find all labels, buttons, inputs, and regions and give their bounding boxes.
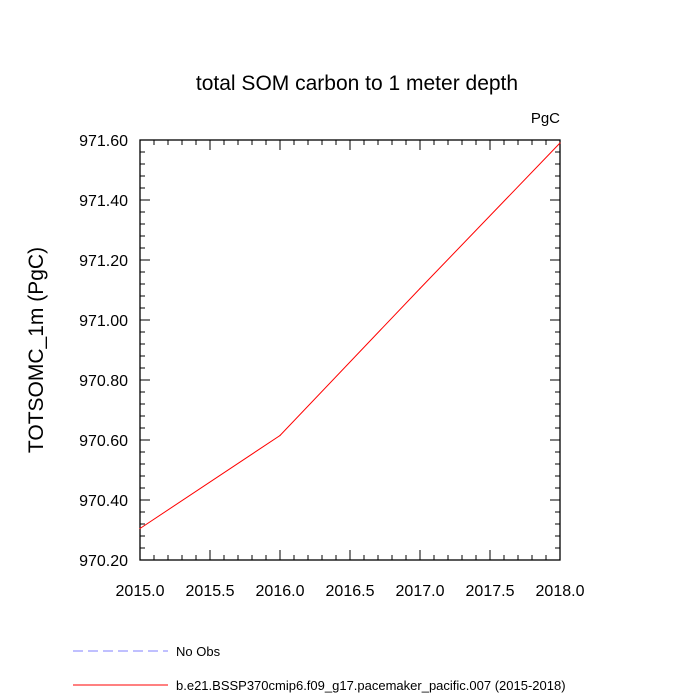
data-point	[139, 527, 141, 530]
x-tick-label: 2015.5	[186, 583, 235, 600]
legend: No Obs b.e21.BSSP370cmip6.f09_g17.pacemak…	[73, 644, 566, 693]
y-tick-label: 971.60	[79, 133, 128, 150]
y-tick-label: 971.00	[79, 313, 128, 330]
x-tick-label: 2015.0	[116, 583, 165, 600]
y-tick-label: 970.80	[79, 373, 128, 390]
y-tick-label: 970.60	[79, 433, 128, 450]
units-label: PgC	[531, 110, 560, 127]
axis-tick-labels: 2015.0 2015.5 2016.0 2016.5 2017.0 2017.5 2018…	[79, 133, 585, 600]
chart-title: total SOM carbon to 1 meter depth	[196, 72, 518, 95]
y-tick-label: 971.20	[79, 253, 128, 270]
legend-label: No Obs	[176, 644, 221, 659]
x-tick-label: 2017.5	[466, 583, 515, 600]
x-tick-label: 2016.0	[256, 583, 305, 600]
y-tick-label: 970.20	[79, 553, 128, 570]
legend-label: b.e21.BSSP370cmip6.f09_g17.pacemaker_pac…	[176, 678, 566, 693]
y-axis-label: TOTSOMC_1m (PgC)	[25, 247, 48, 453]
series-line	[139, 142, 561, 529]
axis-ticks	[139, 139, 561, 561]
x-tick-label: 2016.5	[326, 583, 375, 600]
series-layer	[139, 142, 561, 530]
y-tick-label: 971.40	[79, 193, 128, 210]
plot-frame	[139, 139, 561, 561]
x-tick-label: 2017.0	[396, 583, 445, 600]
data-point	[559, 142, 561, 144]
y-tick-label: 970.40	[79, 493, 128, 510]
x-tick-label: 2018.0	[536, 583, 585, 600]
data-point	[419, 287, 421, 290]
data-point	[279, 434, 281, 437]
